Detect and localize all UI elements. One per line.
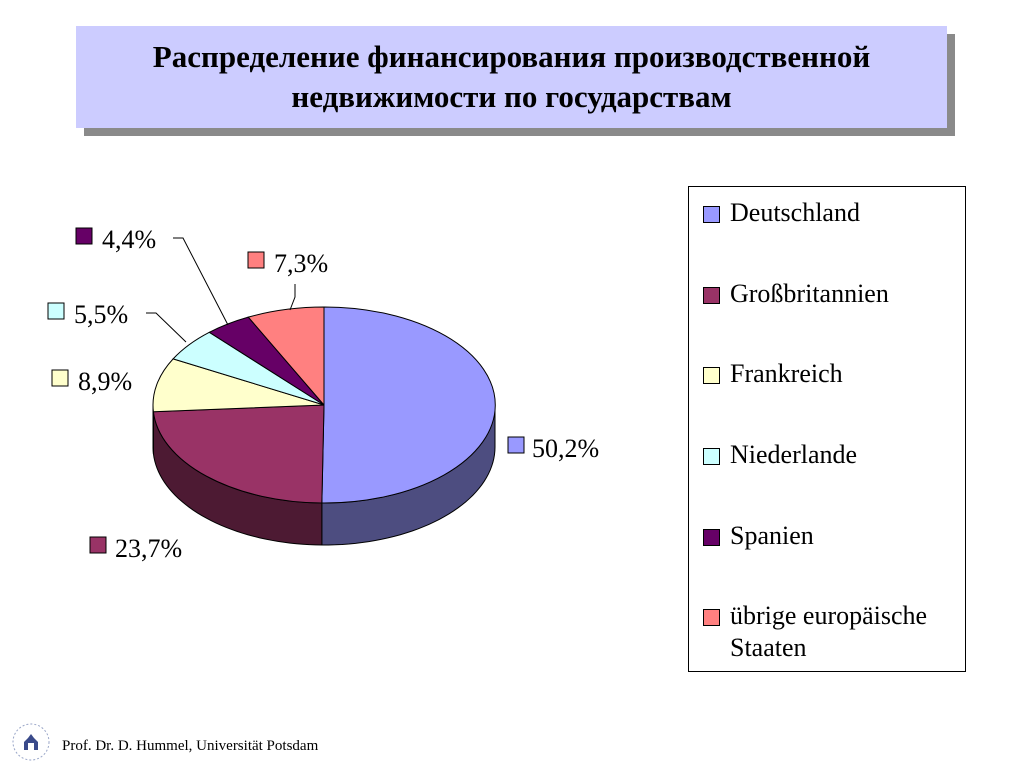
legend-swatch xyxy=(703,367,720,384)
data-label-swatch xyxy=(51,369,69,387)
legend-item-frankreich: Frankreich xyxy=(703,358,843,390)
legend-swatch xyxy=(703,609,720,626)
data-label-swatch xyxy=(75,227,93,245)
legend-label: übrige europäische Staaten xyxy=(730,601,928,662)
leader-line xyxy=(146,312,187,343)
legend-item-spanien: Spanien xyxy=(703,520,814,552)
legend-label: Spanien xyxy=(730,521,814,550)
leader-line xyxy=(289,284,296,311)
title-line-2: недвижимости по государствам xyxy=(291,79,732,114)
chart-legend: Deutschland Großbritannien Frankreich Ni… xyxy=(688,186,966,672)
legend-label: Großbritannien xyxy=(730,279,889,308)
title-line-1: Распределение финансирования производств… xyxy=(152,39,871,74)
legend-swatch xyxy=(703,287,720,304)
legend-label: Deutschland xyxy=(730,198,860,227)
footer-text: Prof. Dr. D. Hummel, Universität Potsdam xyxy=(62,738,319,754)
data-label: 50,2% xyxy=(532,434,599,463)
pie-slice-1 xyxy=(152,404,325,504)
data-label: 5,5% xyxy=(74,300,128,329)
leader-line xyxy=(173,237,229,326)
data-label-swatch xyxy=(47,302,65,320)
title-box: Распределение финансирования производств… xyxy=(76,26,947,128)
data-label: 8,9% xyxy=(78,367,132,396)
university-seal-icon xyxy=(12,723,50,761)
legend-swatch xyxy=(703,529,720,546)
legend-item-uebrige: übrige europäische Staaten xyxy=(703,600,953,664)
data-label-swatch xyxy=(247,251,265,269)
data-label-swatch xyxy=(89,536,107,554)
data-label: 23,7% xyxy=(115,534,182,563)
page-title: Распределение финансирования производств… xyxy=(112,37,912,117)
legend-swatch xyxy=(703,448,720,465)
pie-slice-2 xyxy=(152,358,325,413)
legend-swatch xyxy=(703,206,720,223)
legend-item-deutschland: Deutschland xyxy=(703,197,860,229)
data-label-swatch xyxy=(507,436,525,454)
pie-slice-0 xyxy=(321,306,496,504)
data-label: 4,4% xyxy=(102,225,156,254)
legend-item-grossbritannien: Großbritannien xyxy=(703,278,889,310)
data-label: 7,3% xyxy=(274,249,328,278)
legend-label: Niederlande xyxy=(730,440,858,469)
legend-item-niederlande: Niederlande xyxy=(703,439,857,471)
pie-slice-5 xyxy=(247,306,325,407)
legend-label: Frankreich xyxy=(730,359,843,388)
